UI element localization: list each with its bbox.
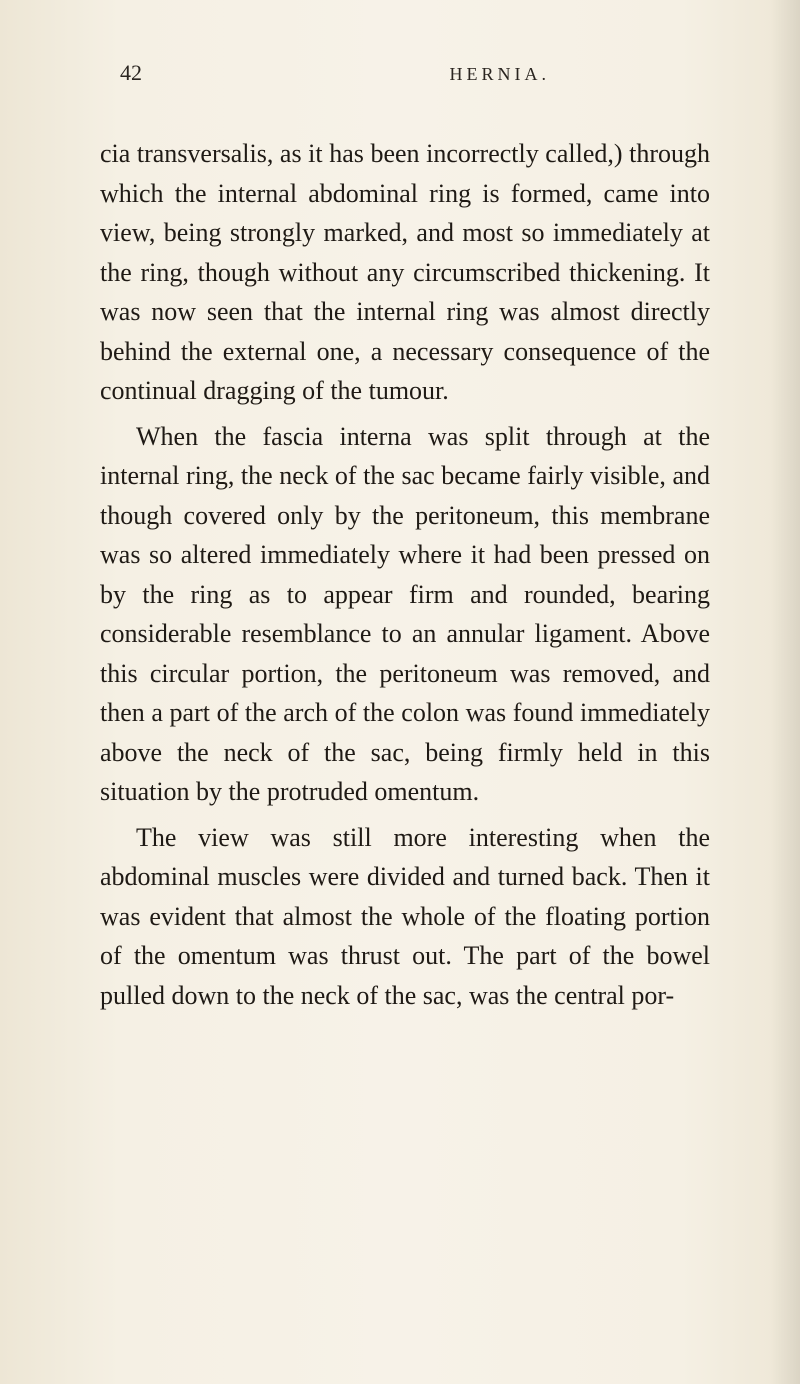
page-number: 42 (120, 60, 142, 86)
page-header: 42 HERNIA. (100, 60, 710, 86)
paragraph-3: The view was still more interesting when… (100, 818, 710, 1016)
paragraph-1: cia transversalis, as it has been incorr… (100, 134, 710, 411)
running-title: HERNIA. (450, 64, 551, 85)
book-page: 42 HERNIA. cia transversalis, as it has … (0, 0, 800, 1384)
body-text: cia transversalis, as it has been incorr… (100, 134, 710, 1015)
paragraph-2: When the fascia interna was split throug… (100, 417, 710, 812)
